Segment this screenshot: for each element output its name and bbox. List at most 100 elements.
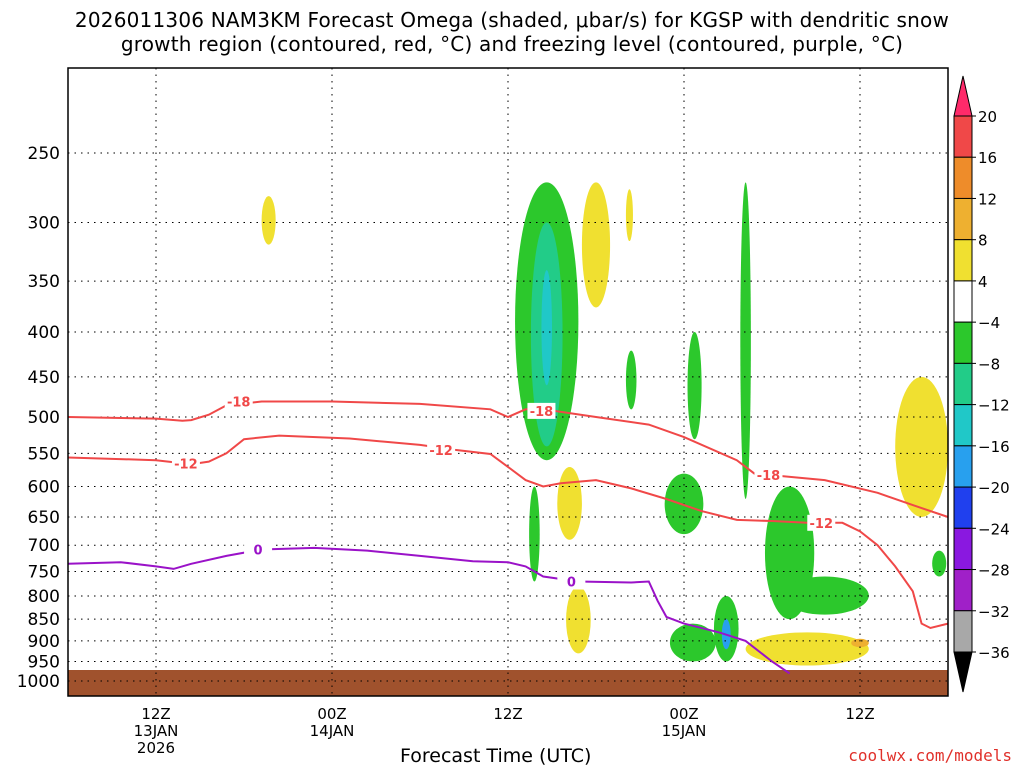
x-tick-label-3: 00Z (669, 705, 698, 723)
x-tick-date-3: 15JAN (662, 722, 707, 740)
omega-region-13 (780, 576, 869, 615)
contour-label-bg-2-0 (244, 541, 273, 558)
colorbar-label-7: −12 (978, 397, 1010, 415)
credit-text: coolwx.com/models (848, 746, 1012, 765)
contour-label-0-1: -18 (530, 405, 554, 420)
colorbar-label-5: −4 (978, 314, 1000, 332)
y-tick-label-550: 550 (28, 444, 60, 464)
plot-frame (67, 67, 949, 697)
y-tick-label-500: 500 (28, 408, 60, 428)
colorbar-label-2: 12 (978, 190, 997, 208)
y-tick-label-850: 850 (28, 610, 60, 630)
contour-line-2 (67, 546, 791, 675)
x-tick-date-0: 13JAN (134, 722, 179, 740)
chart-title-line2: growth region (contoured, red, °C) and f… (120, 32, 904, 56)
x-axis-label: Forecast Time (UTC) (400, 745, 592, 767)
y-tick-label-650: 650 (28, 508, 60, 528)
contour-label-bg-0-1 (527, 402, 556, 419)
y-tick-label-700: 700 (28, 536, 60, 556)
colorbar-box-1 (953, 156, 973, 199)
colorbar-label-3: 8 (978, 232, 988, 250)
y-tick-label-350: 350 (28, 272, 60, 292)
colorbar-label-1: 16 (978, 149, 997, 167)
y-tick-label-450: 450 (28, 368, 60, 388)
chart-title-line1: 2026011306 NAM3KM Forecast Omega (shaded… (74, 8, 950, 32)
colorbar-box-4 (953, 280, 973, 323)
colorbar-box-5 (953, 321, 973, 364)
omega-region-3 (581, 182, 611, 308)
x-tick-label-1: 00Z (317, 705, 346, 723)
colorbar-box-2 (953, 197, 973, 241)
contour-label-bg-1-1 (427, 441, 456, 458)
contour-label-2-0: 0 (254, 544, 263, 559)
colorbar-label-0: 20 (978, 108, 997, 126)
contour-label-0-0: -18 (227, 395, 251, 410)
contour-label-1-0: -12 (174, 458, 198, 473)
x-tick-year-0: 2026 (137, 739, 175, 757)
omega-region-6 (557, 466, 582, 540)
omega-region-7 (529, 486, 540, 582)
colorbar-box-10 (953, 527, 973, 571)
colorbar-label-10: −24 (978, 520, 1010, 538)
ground-layer (68, 670, 948, 696)
contour-label-1-1: -12 (429, 444, 453, 459)
contour-label-bg-0-0 (224, 393, 253, 410)
colorbar-box-3 (953, 239, 973, 282)
colorbar-label-4: 4 (978, 273, 988, 291)
omega-region-14 (669, 623, 716, 662)
y-tick-label-400: 400 (28, 323, 60, 343)
colorbar-box-11 (953, 569, 973, 612)
omega-region-10 (740, 182, 751, 499)
contour-label-2-1: 0 (567, 576, 576, 591)
contour-layer: -18 -18 -18 -12 -12 -12 0 0 (67, 393, 949, 675)
colorbar-label-6: −8 (978, 355, 1000, 373)
colorbar-label-12: −32 (978, 603, 1010, 621)
x-tick-date-1: 14JAN (310, 722, 355, 740)
y-tick-label-600: 600 (28, 477, 60, 497)
y-tick-label-950: 950 (28, 653, 60, 673)
colorbar-box-9 (953, 486, 973, 529)
omega-region-2 (541, 270, 552, 386)
y-tick-label-250: 250 (28, 144, 60, 164)
x-tick-label-4: 12Z (845, 705, 874, 723)
contour-label-1-2: -12 (810, 517, 834, 532)
contour-label-bg-1-2 (807, 514, 836, 531)
colorbar-top-arrow (953, 75, 973, 117)
colorbar-bottom-arrow (953, 651, 973, 693)
x-tick-label-2: 12Z (493, 705, 522, 723)
ground-shading (68, 670, 948, 696)
x-tick-label-0: 12Z (141, 705, 170, 723)
contour-label-bg-2-1 (557, 573, 586, 590)
y-tick-label-1000: 1000 (17, 672, 60, 692)
omega-region-20 (566, 586, 591, 654)
colorbar-label-13: −36 (978, 644, 1010, 662)
omega-region-8 (625, 350, 637, 410)
grid-layer (68, 68, 948, 696)
axis-layer: 2503003504004505005506006507007508008509… (17, 144, 875, 757)
colorbar-box-6 (953, 362, 973, 406)
y-tick-label-300: 300 (28, 213, 60, 233)
omega-region-17 (745, 632, 869, 666)
omega-region-9 (687, 332, 702, 440)
colorbar-box-12 (953, 610, 973, 653)
omega-region-5 (625, 189, 633, 242)
colorbar: 20 16 12 8 4 −4 −8 −12 −16 −20 −24 −28 −32 −36 (953, 75, 1010, 693)
y-tick-label-900: 900 (28, 632, 60, 652)
colorbar-box-8 (953, 445, 973, 488)
contour-line-1 (67, 434, 949, 630)
omega-region-21 (932, 550, 947, 577)
contour-label-bg-0-2 (754, 466, 783, 483)
omega-shading-layer (261, 182, 948, 666)
colorbar-box-0 (953, 115, 973, 158)
omega-region-19 (895, 376, 948, 517)
contour-label-bg-1-0 (171, 455, 200, 472)
colorbar-label-11: −28 (978, 562, 1010, 580)
colorbar-box-7 (953, 404, 973, 447)
colorbar-label-8: −16 (978, 438, 1010, 456)
colorbar-label-9: −20 (978, 479, 1010, 497)
omega-region-4 (261, 196, 276, 245)
y-tick-label-800: 800 (28, 587, 60, 607)
y-tick-label-750: 750 (28, 562, 60, 582)
contour-label-0-2: -18 (757, 469, 781, 484)
